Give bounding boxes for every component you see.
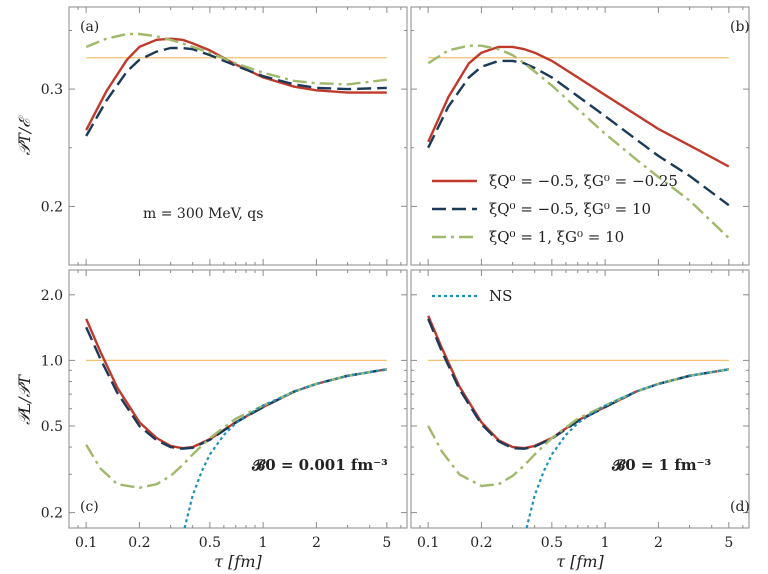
y-tick-label: 1.0	[41, 353, 63, 369]
panel-b-frame	[410, 6, 750, 266]
legend-label-green: ξQ⁰ = 1, ξG⁰ = 10	[489, 228, 624, 246]
x-tick-label: 5	[382, 535, 391, 551]
x-tick-label: 5	[724, 535, 733, 551]
panel-label-a: (a)	[80, 19, 99, 35]
b0-annotation-d: 𝓑0 = 1 fm⁻³	[611, 456, 711, 474]
x-tick-label: 0.5	[541, 535, 563, 551]
x-tick-label: 1	[259, 535, 268, 551]
series-dashed-line	[85, 326, 387, 450]
y-tick-label: 0.5	[41, 419, 63, 435]
panel-a-frame	[68, 6, 408, 266]
series-solid-line	[427, 315, 729, 450]
b0-annotation-c: 𝓑0 = 0.001 fm⁻³	[251, 456, 388, 474]
series-solid-line	[85, 318, 387, 450]
series-dashdot-line	[85, 368, 387, 489]
series-dashdot-line	[85, 32, 387, 86]
panel-a-plot: 0.2 0.3	[41, 7, 407, 265]
series-solid-line	[427, 45, 730, 168]
x-tick-label: 1	[601, 535, 610, 551]
panel-d-frame	[410, 269, 750, 529]
series-dashed-line	[85, 46, 387, 137]
panel-c-frame	[68, 269, 408, 529]
y-axis-label-bottom: 𝒫L/𝒫T	[15, 374, 34, 425]
y-tick-label: 0.2	[41, 199, 63, 215]
panel-label-c: (c)	[80, 499, 99, 515]
x-tick-label: 0.5	[199, 535, 221, 551]
series-solid-line	[85, 37, 387, 131]
series-dotted-line	[525, 368, 729, 528]
legend: ξQ⁰ = −0.5, ξG⁰ = −0.25 ξQ⁰ = −0.5, ξG⁰ …	[432, 172, 678, 246]
x-tick-label: 0.1	[417, 535, 439, 551]
panel-label-b: (b)	[730, 19, 750, 35]
legend-label-red: ξQ⁰ = −0.5, ξG⁰ = −0.25	[489, 172, 678, 190]
legend-ns: NS	[432, 287, 512, 305]
series-dotted-line	[183, 368, 387, 528]
x-tick-label: 0.1	[75, 535, 97, 551]
y-tick-label: 0.2	[41, 506, 63, 522]
y-tick-label: 2.0	[41, 288, 63, 304]
y-axis-label-top: 𝒫T/ℰ	[15, 115, 34, 156]
series-dashed-line	[427, 59, 730, 207]
y-tick-label: 0.3	[41, 82, 63, 98]
mass-annotation: m = 300 MeV, qs	[143, 206, 263, 222]
panel-d-plot: 0.1 0.2 0.5 1 2 5	[411, 270, 749, 551]
panel-c-plot: 0.1 0.2 0.5 1 2 5 0.2 0.5 1.0 2.0	[41, 270, 407, 551]
x-tick-label: 2	[312, 535, 321, 551]
series-dashdot-line	[427, 368, 729, 488]
legend-label-navy: ξQ⁰ = −0.5, ξG⁰ = 10	[489, 200, 651, 218]
x-axis-label-left: τ [fm]	[214, 552, 262, 571]
x-tick-label: 2	[654, 535, 663, 551]
panel-label-d: (d)	[730, 499, 750, 515]
x-tick-label: 0.2	[128, 535, 150, 551]
panel-b-plot	[411, 7, 749, 265]
x-axis-label-right: τ [fm]	[556, 552, 604, 571]
series-dashdot-line	[427, 44, 730, 239]
x-tick-label: 0.2	[470, 535, 492, 551]
series-dashed-line	[427, 318, 729, 450]
legend-label-ns: NS	[489, 287, 512, 305]
